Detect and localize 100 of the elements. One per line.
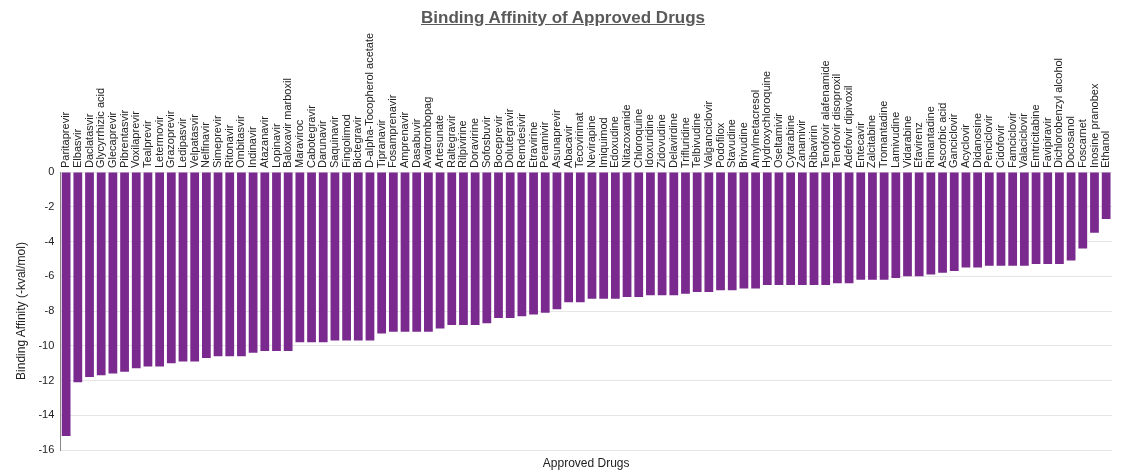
x-tick-label: Lopinavir — [269, 123, 282, 168]
y-tick-label: -16 — [38, 443, 55, 456]
x-tick-label: Remdesivir — [514, 112, 527, 168]
x-tick-label: Simeprevir — [211, 115, 224, 168]
x-tick-label: Idoxuridine — [643, 114, 656, 168]
x-tick-label: Ribavirin — [807, 125, 820, 168]
chart-title: Binding Affinity of Approved Drugs — [420, 7, 706, 29]
x-tick-label: Cytarabine — [783, 114, 796, 168]
x-tick-label: Famciclovir — [1005, 112, 1018, 168]
x-tick-label: Ethanol — [1099, 130, 1112, 168]
x-tick-label: Maraviroc — [292, 119, 305, 168]
x-tick-label: Nitazoxanide — [620, 104, 633, 168]
x-tick-label: Asunaprevir — [549, 108, 562, 168]
x-tick-label: Dasabuvir — [409, 118, 422, 168]
x-tick-label: Rilpivirine — [456, 120, 469, 168]
x-tick-label: Lamivudine — [888, 111, 901, 168]
x-tick-label: Ombitasvir — [234, 115, 247, 168]
x-tick-label: Brivudine — [736, 122, 749, 168]
x-tick-label: Hydroxychloroquine — [760, 70, 773, 168]
x-tick-label: Vidarabine — [900, 115, 913, 168]
x-tick-label: Raltegravir — [444, 114, 457, 168]
x-tick-label: Voxilaprevir — [129, 110, 142, 168]
x-tick-label: Oseltamivir — [771, 112, 784, 168]
x-tick-label: Nevirapine — [585, 115, 598, 168]
x-tick-label: Efavirenz — [912, 122, 925, 168]
x-tick-label: Ritonavir — [222, 124, 235, 168]
x-tick-label: Saquinavir — [327, 115, 340, 168]
x-tick-label: Rimantadine — [923, 106, 936, 168]
x-tick-label: Elbasvir — [70, 128, 83, 168]
x-tick-label: Atazanavir — [257, 115, 270, 168]
x-tick-label: Dichlorobenzyl alcohol — [1052, 57, 1065, 168]
y-axis-title: Binding Affinity (-kval/mol) — [13, 242, 28, 380]
y-tick-label: -4 — [44, 234, 55, 247]
x-tick-label: Trifluridine — [678, 117, 691, 168]
x-tick-label: Valganciclovir — [701, 100, 714, 168]
y-tick-label: -10 — [38, 338, 55, 351]
x-tick-label: Peramivir — [538, 121, 551, 168]
x-tick-label: Abacavir — [561, 124, 574, 168]
x-tick-label: Fosamprenavir — [386, 94, 399, 168]
x-tick-label: Tenofovir disoproxil — [830, 73, 843, 168]
y-tick-label: -12 — [38, 373, 55, 386]
x-tick-label: Pibrentasvir — [117, 109, 130, 168]
x-tick-label: Chloroquine — [631, 108, 644, 168]
x-tick-label: Docosanol — [1064, 116, 1077, 168]
x-tick-label: Entecavir — [853, 121, 866, 168]
y-tick-label: -8 — [44, 304, 55, 317]
x-tick-label: Avatrombopag — [421, 96, 434, 168]
x-tick-label: Doravirine — [468, 117, 481, 168]
x-tick-label: Delavirdine — [666, 112, 679, 168]
x-tick-label: Adefovir dipivoxil — [842, 85, 855, 168]
x-tick-label: Boceprevir — [491, 115, 504, 168]
x-tick-label: Ledipasvir — [176, 117, 189, 168]
x-tick-label: Valaciclovir — [1017, 112, 1030, 168]
x-tick-label: Emtricitabine — [1029, 104, 1042, 168]
x-tick-label: Artesunate — [433, 114, 446, 168]
x-tick-label: Grazoprevir — [164, 110, 177, 168]
x-tick-label: Imiquimod — [596, 117, 609, 168]
y-tick-label: 0 — [48, 165, 55, 178]
x-tick-label: Tipranavir — [374, 119, 387, 168]
x-tick-label: Foscarnet — [1075, 119, 1088, 168]
x-tick-label: Daclatasvir — [82, 113, 95, 168]
x-tick-label: Tromantadine — [877, 100, 890, 168]
x-tick-label: Glecaprevir — [105, 111, 118, 168]
x-tick-label: Glycyrrhizic acid — [94, 87, 107, 168]
x-tick-label: Dolutegravir — [503, 108, 516, 168]
x-tick-label: Ganciclovir — [947, 113, 960, 168]
x-tick-label: Sofosbuvir — [479, 115, 492, 168]
x-tick-label: Telbivudine — [690, 112, 703, 168]
x-tick-label: Amprenavir — [398, 111, 411, 168]
y-tick-label: -2 — [44, 199, 55, 212]
y-tick-label: -14 — [38, 408, 55, 421]
x-tick-label: Tenofovir alafenamide — [818, 60, 831, 168]
x-tick-label: D-alpha-Tocopherol acetate — [363, 32, 375, 168]
y-tick-label: -6 — [44, 269, 55, 282]
x-tick-label: Stavudine — [725, 119, 738, 168]
x-tick-label: Nelfinavir — [199, 121, 212, 168]
x-tick-label: Letermovir — [152, 115, 165, 168]
x-tick-label: Darunavir — [316, 119, 329, 168]
x-tick-label: Fingolimod — [339, 114, 352, 168]
x-tick-label: Bictegravir — [351, 115, 364, 168]
x-tick-label: Cabotegravir — [304, 104, 317, 168]
x-tick-label: Baloxavir marboxil — [281, 78, 294, 168]
x-tick-label: Podofilox — [713, 122, 726, 168]
x-tick-label: Tealprevir — [140, 119, 153, 168]
x-tick-label: Didanosine — [970, 112, 983, 168]
x-tick-label: Inosine pranobex — [1087, 83, 1100, 168]
x-tick-label: Indinavir — [246, 126, 259, 168]
x-tick-label: Etravirine — [526, 121, 539, 168]
x-tick-label: Velpatasvir — [187, 113, 200, 168]
x-tick-label: Zidovudine — [655, 114, 668, 168]
x-tick-label: Zanamivir — [795, 119, 808, 168]
x-tick-label: Paritaprevir — [59, 111, 72, 168]
x-tick-label: Edoxudine — [608, 116, 621, 168]
x-axis-title: Approved Drugs — [542, 456, 630, 471]
x-tick-label: Tecovirimat — [573, 112, 586, 168]
x-tick-label: Penciclovir — [982, 114, 995, 168]
x-tick-label: Amylmetacresol — [748, 89, 761, 168]
x-tick-label: Ascorbic acid — [935, 102, 948, 168]
x-tick-label: Cidofovir — [994, 124, 1007, 168]
x-tick-label: Acyclovir — [958, 123, 971, 168]
